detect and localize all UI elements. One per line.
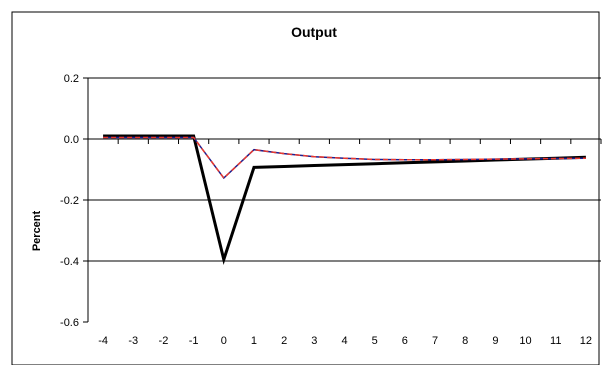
x-tick-label: 5 <box>372 335 378 347</box>
x-tick-label: 7 <box>432 335 438 347</box>
y-tick-labels: 0.2 0.0 -0.2 -0.4 -0.6 <box>60 73 79 329</box>
x-tick-label: 9 <box>492 335 498 347</box>
series-lines <box>103 134 586 265</box>
x-tick-label: 8 <box>462 335 468 347</box>
x-tick-label: -3 <box>128 335 138 347</box>
x-tick-label: -2 <box>159 335 169 347</box>
x-tick-label: -1 <box>189 335 199 347</box>
x-tick-label: 2 <box>281 335 287 347</box>
x-tick-label: -4 <box>98 335 108 347</box>
x-tick-label: 12 <box>580 335 592 347</box>
chart-title: Output <box>291 24 337 40</box>
x-tick-label: 11 <box>550 335 561 347</box>
y-axis-label: Percent <box>31 210 43 251</box>
x-tick-label: 3 <box>311 335 317 347</box>
x-tick-labels: -4 -3 -2 -1 0 1 2 3 4 5 6 7 8 9 10 11 12 <box>98 335 592 347</box>
x-tick-label: 0 <box>221 335 227 347</box>
series-line-3 <box>103 136 586 180</box>
x-tick-label: 10 <box>519 335 531 347</box>
y-tick-label: -0.6 <box>60 317 79 329</box>
x-tick-label: 1 <box>251 335 257 347</box>
y-tick-label: -0.4 <box>60 256 79 268</box>
x-tick-label: 4 <box>341 335 347 347</box>
y-tick-label: -0.2 <box>60 195 79 207</box>
y-tick-label: 0.0 <box>64 134 79 146</box>
chart-frame <box>11 11 600 365</box>
x-tick-label: 6 <box>402 335 408 347</box>
y-tick-label: 0.2 <box>64 73 79 85</box>
axes <box>83 77 602 323</box>
